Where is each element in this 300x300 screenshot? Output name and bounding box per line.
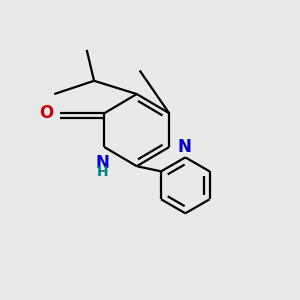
Text: N: N: [177, 138, 191, 156]
Text: N: N: [96, 154, 110, 172]
Text: H: H: [97, 165, 109, 179]
Text: O: O: [40, 103, 54, 122]
